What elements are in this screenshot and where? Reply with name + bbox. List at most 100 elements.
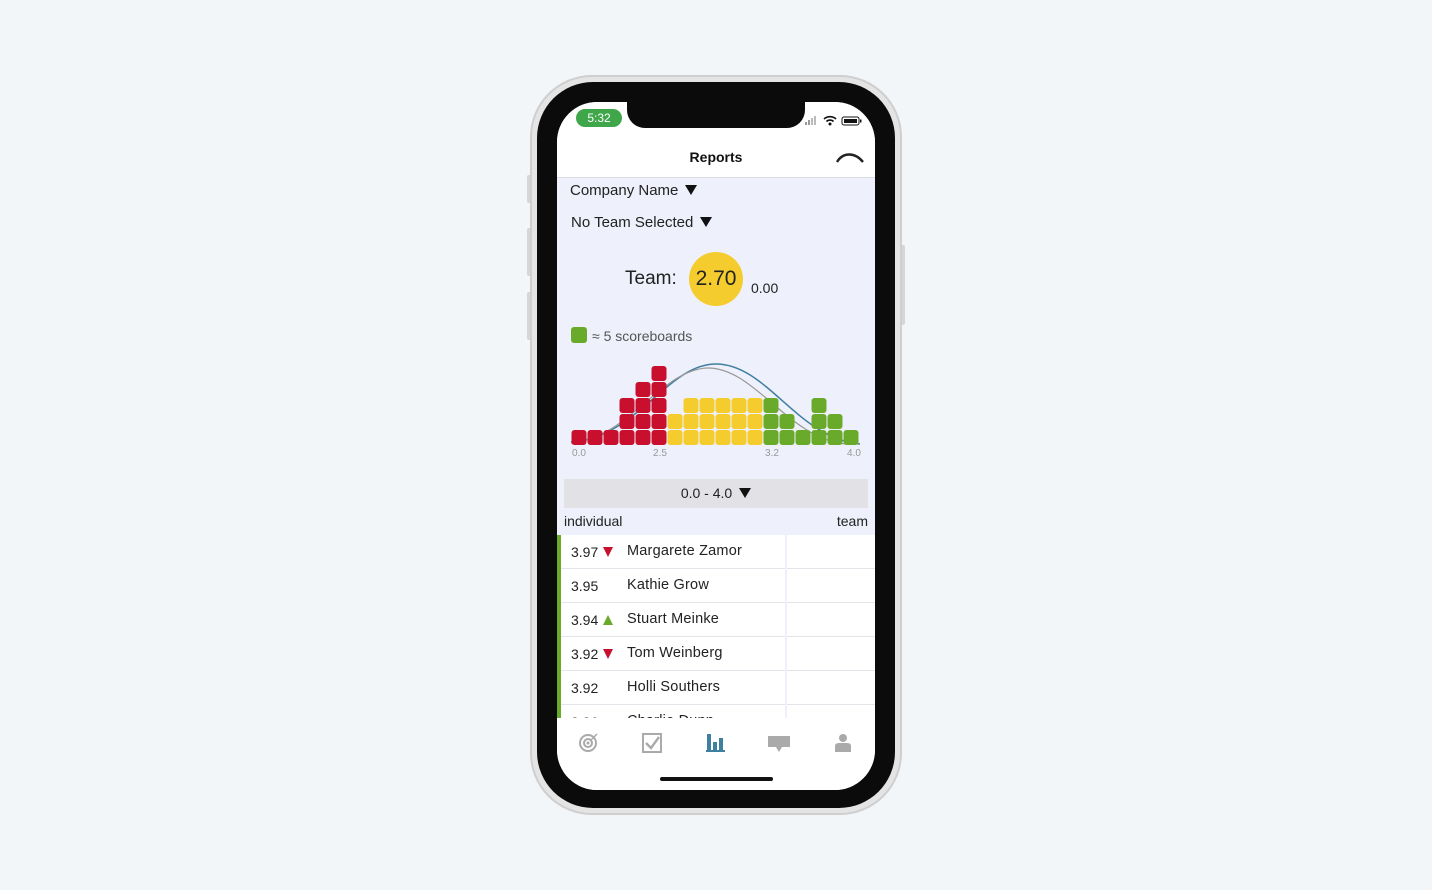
- status-bar: [557, 603, 561, 637]
- column-divider: [785, 671, 787, 705]
- scoreboard-square: [603, 430, 619, 445]
- scoreboard-square: [699, 430, 715, 445]
- histogram-column: [811, 398, 827, 445]
- scoreboard-square: [587, 430, 603, 445]
- scoreboard-square: [747, 430, 763, 445]
- trend-arrow: [603, 649, 613, 659]
- histogram-column: [587, 430, 603, 445]
- score: 3.92: [571, 680, 599, 696]
- range-selector[interactable]: 0.0 - 4.0: [564, 479, 868, 508]
- score: 3.86: [571, 714, 598, 718]
- scoreboard-square: [699, 398, 715, 413]
- scoreboard-square: [763, 414, 779, 429]
- scoreboard-square: [827, 414, 843, 429]
- scoreboard-square: [731, 414, 747, 429]
- list-row[interactable]: 3.94 Stuart Meinke: [557, 603, 875, 637]
- scoreboard-square: [635, 398, 651, 413]
- list-row[interactable]: 3.92 Tom Weinberg: [557, 637, 875, 671]
- scoreboard-square: [635, 430, 651, 445]
- scoreboard-square: [571, 430, 587, 445]
- list-row[interactable]: 3.97 Margarete Zamor: [557, 535, 875, 569]
- list-row[interactable]: 3.86 Charlie Dunn: [557, 705, 875, 718]
- status-bar: [557, 637, 561, 671]
- team-name: No Team Selected: [571, 214, 694, 231]
- list-row[interactable]: 3.95 Kathie Grow: [557, 569, 875, 603]
- scoreboard-square: [731, 398, 747, 413]
- status-bar: [557, 671, 561, 705]
- tab-goals[interactable]: [579, 733, 598, 752]
- team-selector[interactable]: No Team Selected: [571, 214, 713, 231]
- histogram-column: [715, 398, 731, 445]
- name: Margarete Zamor: [627, 543, 743, 559]
- status-bar: [557, 535, 561, 569]
- scoreboard-square: [779, 430, 795, 445]
- histogram-column: [747, 398, 763, 445]
- team-label: Team:: [625, 268, 677, 289]
- trend-shape: [603, 649, 613, 659]
- scoreboard-square: [827, 430, 843, 445]
- scoreboard-square: [635, 382, 651, 397]
- scoreboard-square: [667, 430, 683, 445]
- histogram-column: [763, 398, 779, 445]
- fit-curve: [570, 367, 848, 445]
- score: 3.94: [571, 612, 599, 628]
- scoreboard-square: [619, 398, 635, 413]
- column-header: team: [836, 513, 868, 529]
- axis-label: 0.0: [572, 448, 586, 459]
- name: Stuart Meinke: [627, 611, 720, 627]
- name: Charlie Dunn: [627, 713, 714, 718]
- status-icons: [805, 115, 862, 126]
- scoreboard-square: [715, 414, 731, 429]
- tab-reports[interactable]: [706, 734, 725, 752]
- scoreboard-square: [763, 398, 779, 413]
- trend-arrow: [603, 547, 613, 557]
- header-title: Reports: [689, 149, 743, 165]
- scoreboard-square: [699, 414, 715, 429]
- scoreboard-square: [683, 414, 699, 429]
- status-time: 5:32: [576, 109, 622, 127]
- list-row[interactable]: 3.92 Holli Southers: [557, 671, 875, 705]
- scoreboard-square: [651, 414, 667, 429]
- scoreboard-square: [651, 366, 667, 381]
- company-name: Company Name: [570, 182, 679, 199]
- scoreboard-square: [651, 398, 667, 413]
- status-bar: [557, 705, 561, 718]
- trend-shape: [603, 615, 613, 625]
- tab-profile[interactable]: [835, 734, 851, 752]
- name: Tom Weinberg: [627, 645, 723, 661]
- legend-text: ≈ 5 scoreboards: [592, 328, 693, 344]
- name: Kathie Grow: [627, 577, 709, 593]
- name: Holli Southers: [627, 679, 721, 695]
- histogram-column: [827, 414, 843, 445]
- trend-shape: [603, 547, 613, 557]
- home-indicator: [660, 777, 773, 781]
- curve-toggle[interactable]: [835, 150, 865, 164]
- histogram-column: [683, 398, 699, 445]
- tab-tasks[interactable]: [642, 733, 662, 753]
- axis-label: 3.2: [765, 448, 779, 459]
- histogram-column: [651, 366, 667, 445]
- histogram-column: [667, 414, 683, 445]
- score: 3.92: [571, 646, 599, 662]
- scoreboard-square: [715, 430, 731, 445]
- scoreboard-square: [619, 414, 635, 429]
- legend-swatch: [571, 327, 587, 343]
- histogram-column: [843, 430, 859, 445]
- range-text: 0.0 - 4.0: [680, 485, 733, 501]
- tab-messages[interactable]: [768, 736, 790, 752]
- scoreboard-square: [747, 398, 763, 413]
- histogram-column: [619, 398, 635, 445]
- company-selector[interactable]: Company Name: [570, 182, 698, 199]
- scoreboard-square: [779, 414, 795, 429]
- notch: [627, 102, 805, 128]
- side-button: [527, 292, 531, 340]
- column-divider: [785, 535, 787, 569]
- scoreboard-square: [811, 398, 827, 413]
- side-button: [527, 175, 531, 203]
- scoreboard-square: [683, 398, 699, 413]
- histogram: 0.0 2.5 3.2 4.0: [570, 363, 861, 459]
- scoreboard-square: [651, 430, 667, 445]
- scoreboard-square: [667, 414, 683, 429]
- scoreboard-square: [747, 414, 763, 429]
